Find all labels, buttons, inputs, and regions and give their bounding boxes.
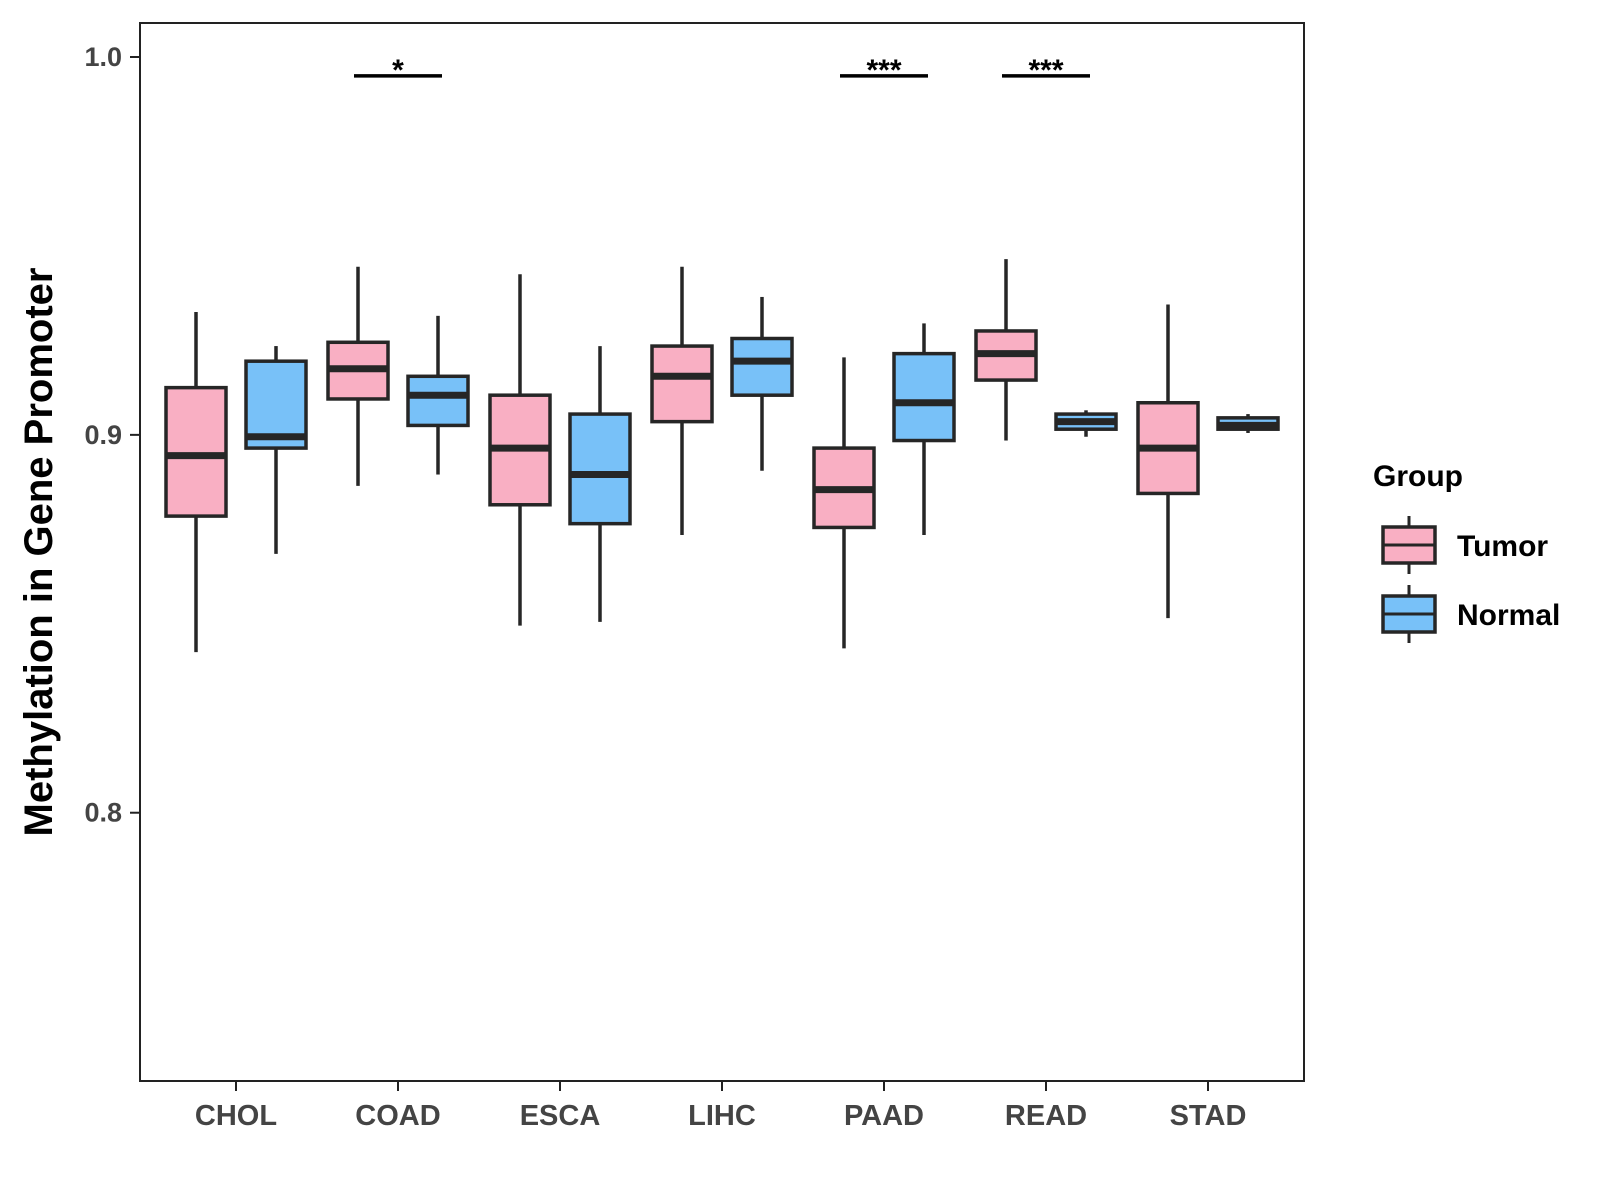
significance-annotations: * *** *** [354, 54, 1090, 87]
box-body [568, 412, 632, 526]
box-tumor-chol [164, 312, 228, 653]
box-normal-read [1054, 410, 1118, 437]
box-body [650, 344, 714, 424]
box-normal-esca [568, 346, 632, 622]
legend-title: Group [1373, 460, 1463, 493]
box-normal-lihc [730, 296, 794, 471]
legend-label-tumor: Tumor [1457, 530, 1548, 563]
y-axis-title: Methylation in Gene Promoter [17, 268, 61, 837]
box-normal-coad [406, 315, 470, 475]
x-tick-label-chol: CHOL [195, 1100, 277, 1132]
legend-item-tumor: Tumor [1381, 516, 1548, 574]
plot-panel [139, 22, 1305, 1082]
significance-label: *** [866, 54, 901, 87]
significance-label: * [392, 54, 404, 87]
box-normal-paad [892, 323, 956, 535]
legend: Group Tumor Normal [1373, 460, 1560, 643]
box-body [406, 374, 470, 428]
x-tick-label-lihc: LIHC [688, 1100, 756, 1132]
legend-label-normal: Normal [1457, 599, 1560, 632]
x-tick-label-esca: ESCA [520, 1100, 601, 1132]
box-body [730, 336, 794, 397]
significance-paad: *** [840, 54, 928, 87]
significance-read: *** [1002, 54, 1090, 87]
box-body [164, 385, 228, 518]
box-normal-chol [244, 346, 308, 554]
box-tumor-stad [1136, 304, 1200, 619]
significance-label: *** [1028, 54, 1063, 87]
box-tumor-esca [488, 274, 552, 626]
box-series [164, 259, 1280, 653]
legend-item-normal: Normal [1381, 585, 1560, 643]
box-tumor-lihc [650, 266, 714, 535]
x-tick-label-read: READ [1005, 1100, 1087, 1132]
x-tick-label-paad: PAAD [844, 1100, 924, 1132]
y-axis: 0.8 0.9 1.0 [84, 42, 140, 828]
box-tumor-coad [326, 266, 390, 486]
significance-coad: * [354, 54, 442, 87]
y-tick-label: 0.9 [84, 420, 122, 450]
x-tick-label-stad: STAD [1170, 1100, 1247, 1132]
box-body [892, 351, 956, 443]
y-tick-label: 0.8 [84, 798, 122, 828]
x-tick-label-coad: COAD [355, 1100, 440, 1132]
y-tick-label: 1.0 [84, 42, 122, 72]
x-axis: CHOL COAD ESCA LIHC PAAD READ STAD [195, 1081, 1246, 1132]
box-tumor-paad [812, 357, 876, 649]
box-tumor-read [974, 259, 1038, 441]
box-normal-stad [1216, 414, 1280, 433]
